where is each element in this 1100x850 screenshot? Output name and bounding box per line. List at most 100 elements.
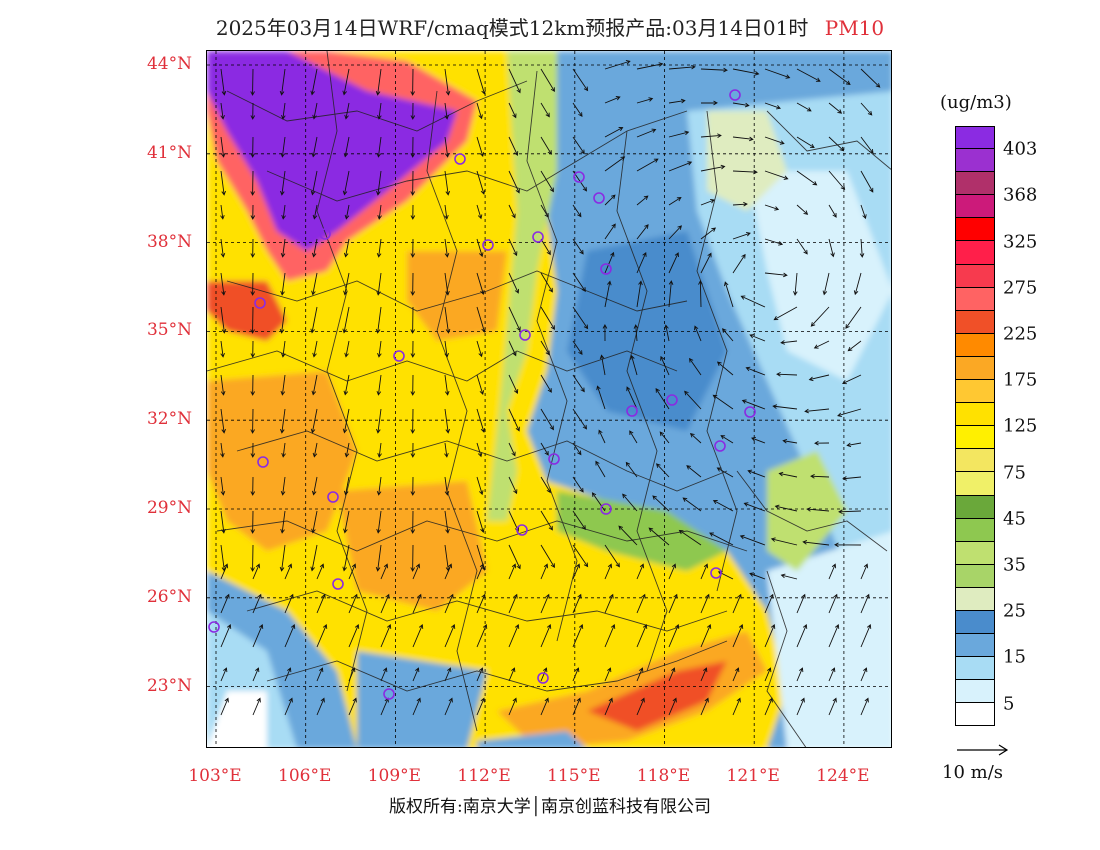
wind-arrow — [633, 324, 639, 342]
wind-arrow — [310, 170, 318, 196]
wind-arrow — [412, 593, 422, 614]
wind-arrow — [444, 204, 449, 220]
wind-arrow — [476, 136, 485, 158]
wind-arrow — [444, 306, 451, 334]
wind-arrow — [540, 442, 549, 456]
wind-arrow — [776, 372, 798, 377]
wind-arrow — [572, 68, 589, 92]
wind-arrow — [220, 667, 228, 682]
title-text: 2025年03月14日WRF/cmaq模式12km预报产品:03月14日01时 — [215, 16, 809, 40]
wind-arrow — [344, 204, 350, 220]
wind-arrow — [312, 204, 318, 220]
wind-arrow — [668, 197, 682, 206]
station-marker — [729, 89, 741, 101]
wind-arrow — [375, 544, 382, 572]
wind-arrow — [444, 408, 451, 434]
color-bar-swatch — [955, 403, 995, 427]
wind-arrow — [700, 252, 712, 274]
wind-arrow — [572, 374, 585, 393]
wind-arrow — [220, 510, 226, 534]
wind-arrow — [749, 334, 766, 342]
wind-arrow — [410, 306, 415, 334]
wind-arrow — [572, 136, 585, 155]
wind-arrow — [476, 306, 486, 333]
wind-arrow — [598, 429, 606, 444]
wind-arrow — [376, 476, 382, 496]
wind-arrow — [316, 593, 326, 614]
wind-arrow — [444, 476, 450, 496]
wind-arrow — [860, 563, 869, 580]
color-bar-swatch — [955, 518, 995, 542]
wind-arrow — [636, 697, 645, 716]
color-bar-swatch — [955, 541, 995, 565]
wind-arrow — [279, 306, 286, 334]
station-marker — [593, 192, 605, 204]
wind-arrow — [716, 467, 734, 478]
wind-arrow — [410, 102, 416, 120]
wind-arrow — [720, 435, 734, 444]
wind-arrow — [410, 68, 415, 96]
wind-arrow — [572, 593, 582, 614]
wind-arrow — [764, 624, 776, 648]
wind-arrow — [410, 544, 415, 572]
wind-arrow — [410, 408, 416, 434]
wind-arrow — [410, 442, 416, 458]
wind-arrow — [311, 272, 318, 296]
latitude-label: 35°N — [146, 320, 192, 341]
station-marker — [532, 231, 544, 243]
wind-arrow — [700, 227, 717, 240]
wind-arrow — [344, 102, 350, 120]
wind-arrow — [572, 238, 584, 255]
color-bar-swatch — [955, 126, 995, 150]
wind-arrow — [859, 238, 865, 258]
wind-arrow — [828, 624, 840, 648]
wind-arrow — [281, 442, 286, 458]
wind-arrow — [220, 102, 225, 120]
wind-arrow — [764, 170, 789, 180]
wind-arrow — [250, 68, 255, 96]
pollutant-label: PM10 — [824, 16, 885, 40]
wind-arrow — [508, 593, 518, 614]
wind-arrow — [540, 374, 552, 393]
wind-arrow — [591, 492, 606, 512]
wind-arrow — [808, 374, 830, 382]
wind-arrow — [540, 667, 548, 682]
wind-arrow — [860, 593, 870, 614]
wind-arrow — [220, 442, 225, 458]
wind-arrow — [774, 504, 798, 512]
wind-arrow — [311, 510, 318, 534]
wind-arrow — [410, 272, 416, 296]
longitude-label: 109°E — [367, 766, 422, 786]
wind-arrow — [572, 510, 586, 530]
wind-arrow — [508, 272, 520, 294]
wind-arrow — [476, 374, 485, 396]
longitude-label: 121°E — [726, 766, 780, 786]
wind-arrow — [348, 697, 357, 716]
wind-arrow — [732, 136, 754, 142]
wind-arrow — [410, 510, 416, 534]
wind-arrow — [444, 340, 449, 358]
wind-arrow — [342, 306, 350, 334]
wind-arrow — [540, 476, 551, 494]
wind-arrow — [751, 437, 766, 444]
wind-arrow — [595, 460, 606, 478]
wind-arrow — [342, 68, 350, 96]
wind-arrow — [508, 544, 521, 570]
concentration-field — [207, 51, 891, 747]
wind-arrow — [599, 354, 606, 376]
wind-arrow — [743, 502, 766, 512]
wind-arrow — [636, 97, 654, 104]
color-bar-label: 25 — [1003, 600, 1026, 622]
wind-arrow — [508, 563, 517, 580]
longitude-label: 106°E — [278, 766, 332, 786]
color-bar-swatch — [955, 449, 995, 473]
wind-arrow — [700, 133, 722, 138]
wind-arrow — [724, 281, 734, 308]
wind-arrow — [837, 408, 862, 418]
wind-arrow — [412, 667, 420, 682]
wind-arrow — [280, 510, 286, 534]
wind-arrow — [280, 408, 286, 434]
wind-arrow — [659, 431, 670, 444]
wind-arrow — [764, 68, 791, 79]
wind-arrow — [604, 127, 624, 138]
